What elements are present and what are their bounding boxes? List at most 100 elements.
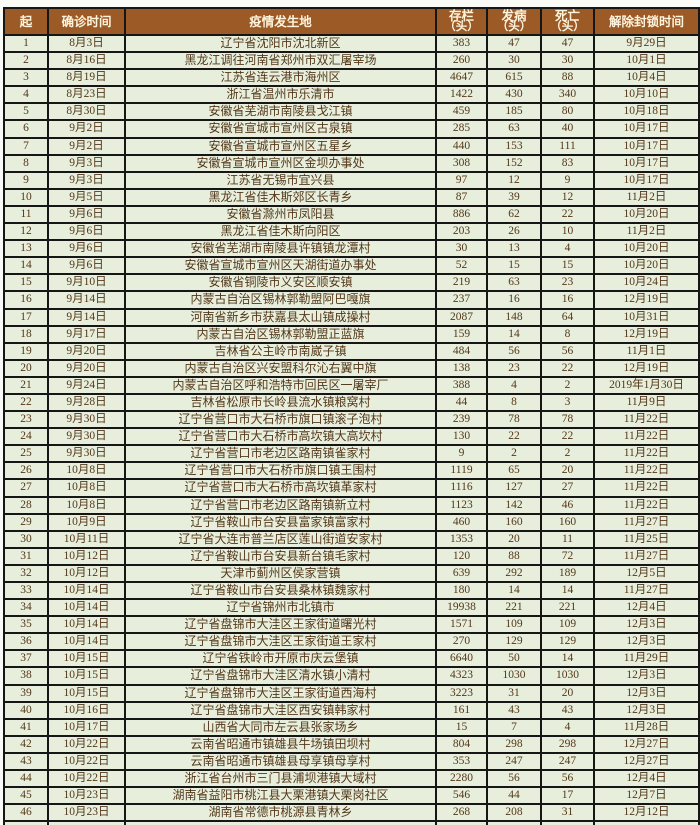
cell-lift: 10月17日 [593, 119, 700, 139]
cell-lift: 11月2日 [593, 187, 700, 207]
cell-index: 28 [3, 495, 49, 515]
table-row: 24 9月30日 辽宁省营口市大石桥市高坎镇大高坎村 130 22 22 11月… [3, 427, 700, 447]
cell-place: 辽宁省铁岭市开原市庆云堡镇 [124, 649, 437, 669]
cell-sick: 13 [486, 239, 542, 259]
cell-sick: 14 [486, 324, 542, 344]
cell-sick: 39 [486, 187, 542, 207]
cell-index: 34 [3, 598, 49, 618]
cell-sick: 298 [486, 734, 542, 754]
cell-sick: 430 [486, 85, 542, 105]
cell-date: 9月10日 [47, 273, 126, 293]
cell-place: 内蒙古自治区锡林郭勒盟正蓝旗 [124, 324, 437, 344]
table-row: 15 9月10日 安徽省铜陵市义安区顺安镇 219 63 23 10月24日 [3, 273, 700, 293]
table-row: 4 8月23日 浙江省温州市乐清市 1422 430 340 10月10日 [3, 85, 700, 105]
cell-dead: 11 [540, 529, 595, 549]
table-row: 39 10月15日 辽宁省盘锦市大洼区王家街道西海村 3223 31 20 12… [3, 683, 700, 703]
cell-date: 10月14日 [47, 598, 126, 618]
cell-index: 46 [3, 803, 49, 823]
cell-stock [435, 820, 488, 825]
cell-sick: 1030 [486, 666, 542, 686]
cell-dead: 56 [540, 769, 595, 789]
col-header-stock-unit: （头） [444, 21, 479, 33]
cell-lift: 10月1日 [593, 51, 700, 71]
cell-index: 10 [3, 187, 49, 207]
cell-index: 39 [3, 683, 49, 703]
table-row: 27 10月8日 辽宁省营口市大石桥市高坎镇革家村 1116 127 27 11… [3, 478, 700, 498]
cell-sick: 208 [486, 803, 542, 823]
cell-sick: 31 [486, 683, 542, 703]
cell-sick: 160 [486, 512, 542, 532]
cell-lift: 11月28日 [593, 717, 700, 737]
cell-place: 安徽省宣城市宣州区五星乡 [124, 136, 437, 156]
cell-date: 9月3日 [47, 153, 126, 173]
cell-stock: 804 [435, 734, 488, 754]
cell-stock: 353 [435, 751, 488, 772]
cell-sick: 129 [486, 632, 542, 652]
cell-lift: 11月2日 [593, 222, 700, 242]
cell-place: 辽宁省盘锦市大洼区清水镇小清村 [124, 666, 437, 686]
cell-sick: 221 [486, 598, 542, 618]
cell-lift: 11月22日 [593, 461, 700, 481]
outbreak-table: 起 确诊时间 疫情发生地 存栏 （头） 发病 （头） 死亡 （头） 解除封锁时间 1 … [3, 7, 700, 825]
table-row: 30 10月11日 辽宁省大连市普兰店区莲山街道安家村 1353 20 11 1… [3, 529, 700, 549]
cell-lift: 11月22日 [593, 410, 700, 430]
cell-lift: 10月10日 [593, 85, 700, 105]
cell-index: 22 [3, 392, 49, 413]
cell-place [124, 820, 437, 825]
cell-dead: 340 [540, 85, 595, 105]
cell-lift: 12月5日 [593, 563, 700, 584]
cell-stock: 19938 [435, 598, 488, 618]
cell-index: 37 [3, 649, 49, 669]
cell-index: 38 [3, 666, 49, 686]
cell-place: 辽宁省营口市大石桥市旗口镇王围村 [124, 461, 437, 481]
cell-date: 10月16日 [47, 700, 126, 720]
cell-stock: 460 [435, 512, 488, 532]
cell-index: 45 [3, 786, 49, 806]
cell-index: 27 [3, 478, 49, 498]
cell-index: 41 [3, 717, 49, 737]
cell-stock: 203 [435, 222, 488, 242]
cell-place: 辽宁省沈阳市沈北新区 [124, 33, 437, 54]
cell-place: 山西省大同市左云县张家场乡 [124, 717, 437, 737]
cell-date: 10月22日 [47, 734, 126, 754]
cell-sick: 47 [486, 33, 542, 54]
cell-dead: 20 [540, 461, 595, 481]
cell-place: 辽宁省营口市大石桥市高坎镇大高坎村 [124, 427, 437, 447]
cell-place: 浙江省台州市三门县浦坝港镇大域村 [124, 769, 437, 789]
table-row: 19 9月20日 吉林省公主岭市南崴子镇 484 56 56 11月1日 [3, 341, 700, 361]
table-row: 14 9月6日 安徽省宣城市宣州区天湖街道办事处 52 15 15 10月20日 [3, 256, 700, 276]
table-row: 44 10月22日 浙江省台州市三门县浦坝港镇大域村 2280 56 56 12… [3, 769, 700, 789]
cell-place: 江苏省无锡市宜兴县 [124, 170, 437, 190]
cell-place: 辽宁省大连市普兰店区莲山街道安家村 [124, 529, 437, 549]
cell-sick: 26 [486, 222, 542, 242]
cell-sick: 142 [486, 495, 542, 515]
cell-stock: 285 [435, 119, 488, 139]
table-row: 20 9月20日 内蒙古自治区兴安盟科尔沁右翼中旗 138 23 22 12月1… [3, 358, 700, 378]
cell-index: 35 [3, 615, 49, 635]
table-row: 45 10月23日 湖南省益阳市桃江县大栗港镇大栗岗社区 546 44 17 1… [3, 786, 700, 806]
cell-stock: 130 [435, 427, 488, 447]
cell-date: 10月15日 [47, 649, 126, 669]
table-row: 33 10月14日 辽宁省鞍山市台安县桑林镇魏家村 180 14 14 11月2… [3, 580, 700, 601]
cell-lift: 11月27日 [593, 580, 700, 601]
col-header-dead-unit: （头） [550, 21, 585, 33]
table-row: 40 10月16日 辽宁省盘锦市大洼区西安镇韩家村 161 43 43 12月3… [3, 700, 700, 720]
table-row: 18 9月17日 内蒙古自治区锡林郭勒盟正蓝旗 159 14 8 12月19日 [3, 324, 700, 344]
cell-dead: 22 [540, 358, 595, 378]
header-row: 起 确诊时间 疫情发生地 存栏 （头） 发病 （头） 死亡 （头） 解除封锁时间 [3, 7, 700, 36]
cell-dead: 22 [540, 427, 595, 447]
cell-stock: 459 [435, 102, 488, 122]
cell-place: 辽宁省鞍山市台安县桑林镇魏家村 [124, 580, 437, 601]
cell-date: 9月2日 [47, 136, 126, 156]
table-header: 起 确诊时间 疫情发生地 存栏 （头） 发病 （头） 死亡 （头） 解除封锁时间 [3, 7, 700, 36]
cell-index: 2 [3, 51, 49, 71]
cell-date: 9月6日 [47, 204, 126, 225]
table-row: 28 10月8日 辽宁省营口市老边区路南镇新立村 1123 142 46 11月… [3, 495, 700, 515]
cell-place: 辽宁省鞍山市台安县富家镇富家村 [124, 512, 437, 532]
cell-stock: 484 [435, 341, 488, 361]
cell-sick: 88 [486, 546, 542, 566]
cell-place: 辽宁省盘锦市大洼区王家街道曙光村 [124, 615, 437, 635]
cell-date: 10月17日 [47, 717, 126, 737]
cell-place: 辽宁省锦州市北镇市 [124, 598, 437, 618]
cell-stock: 1571 [435, 615, 488, 635]
